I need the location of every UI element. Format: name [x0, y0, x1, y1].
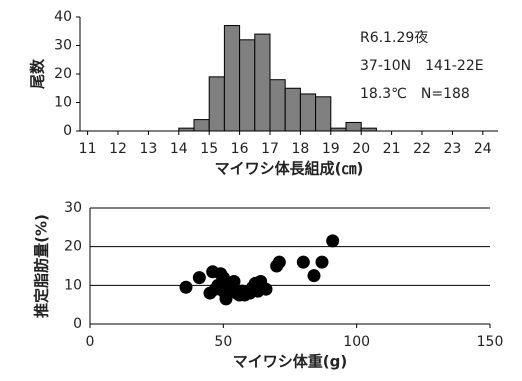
point [222, 278, 236, 292]
bar [208, 76, 225, 132]
point [272, 255, 286, 269]
bar [178, 127, 195, 132]
x-tick-label: 100 [343, 334, 370, 350]
x-tick-label: 18 [291, 141, 309, 157]
point [179, 280, 193, 294]
y-axis-label: 推定脂肪量(%) [33, 214, 51, 318]
point [315, 255, 329, 269]
x-tick-label: 17 [261, 141, 279, 157]
annotation: 37-10N 141-22E [360, 58, 484, 74]
y-tick-label: 40 [54, 9, 72, 25]
x-tick-label: 12 [109, 141, 127, 157]
x-tick-label: 11 [79, 141, 97, 157]
bar [299, 93, 317, 132]
x-tick-label: 50 [214, 334, 232, 350]
y-axis-label: 尾数 [29, 58, 47, 89]
bar [284, 87, 301, 132]
point [192, 271, 206, 285]
x-tick-label: 16 [231, 141, 249, 157]
annotation: R6.1.29夜 [360, 30, 428, 46]
x-tick-label: 14 [170, 141, 188, 157]
point [208, 282, 222, 296]
y-tick-label: 10 [64, 277, 82, 293]
point [326, 234, 340, 248]
x-tick-label: 20 [352, 141, 370, 157]
y-tick-label: 20 [54, 66, 72, 82]
point [219, 292, 233, 306]
y-tick-label: 30 [54, 38, 72, 54]
y-tick-label: 0 [63, 123, 72, 139]
x-tick-label: 19 [322, 141, 340, 157]
bar [315, 96, 332, 132]
x-tick-label: 0 [86, 334, 95, 350]
point [307, 269, 321, 283]
point [235, 284, 249, 298]
x-tick-label: 21 [383, 141, 401, 157]
bar [360, 127, 377, 132]
y-tick-label: 10 [54, 95, 72, 111]
y-tick-label: 0 [73, 316, 82, 332]
bar [193, 119, 210, 132]
bar [269, 79, 286, 132]
x-axis-label: マイワシ体長組成(㎝) [215, 160, 364, 178]
bar [239, 39, 256, 132]
x-tick-label: 15 [200, 141, 218, 157]
x-tick-label: 23 [443, 141, 461, 157]
annotation: 18.3℃ N=188 [360, 86, 470, 102]
bar [345, 121, 362, 132]
bar [330, 127, 347, 132]
bar [254, 33, 271, 132]
x-tick-label: 13 [139, 141, 157, 157]
y-tick-label: 30 [64, 200, 82, 216]
x-tick-label: 22 [413, 141, 431, 157]
point [296, 255, 310, 269]
x-axis-label: マイワシ体重(g) [233, 353, 347, 371]
y-tick-label: 20 [64, 239, 82, 255]
bar [223, 25, 241, 132]
x-tick-label: 150 [477, 334, 504, 350]
point [259, 282, 273, 296]
x-tick-label: 24 [474, 141, 492, 157]
